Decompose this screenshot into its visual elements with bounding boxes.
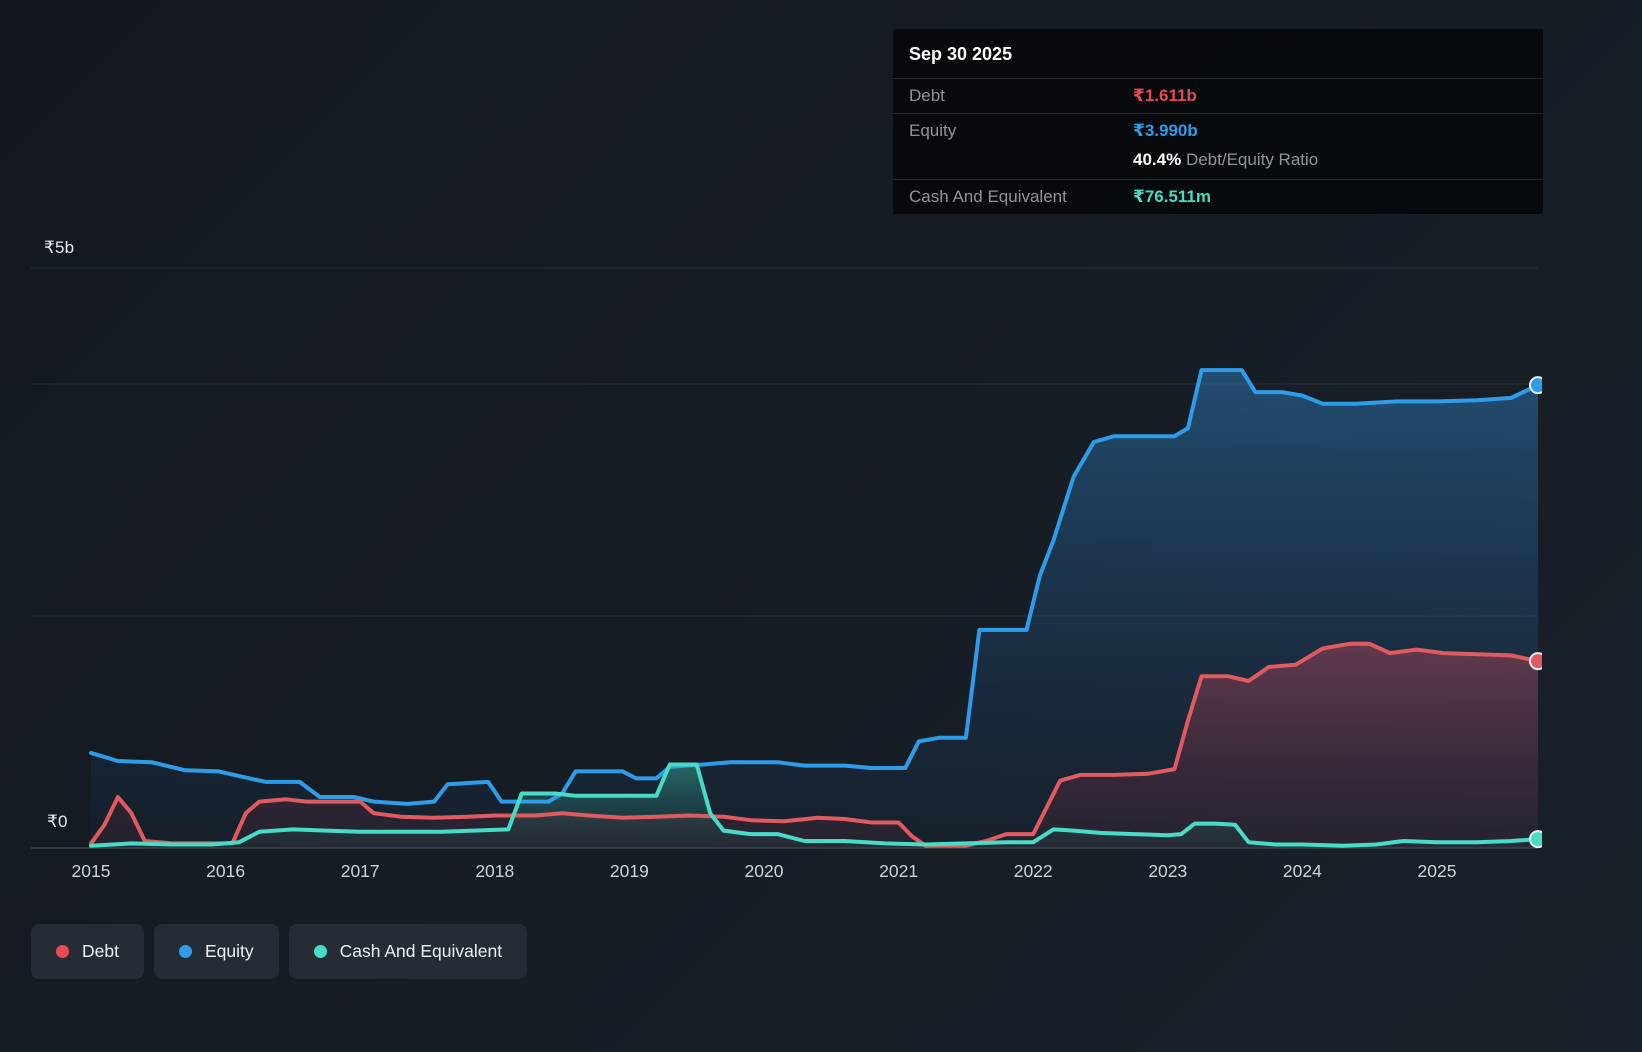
equity-area	[91, 370, 1538, 848]
cash-endpoint-dot	[1528, 830, 1542, 849]
tooltip-cash-value: ₹76.511m	[1133, 187, 1212, 206]
tooltip-ratio-value: 40.4%	[1133, 150, 1182, 169]
legend-item-debt[interactable]: Debt	[31, 924, 144, 979]
x-axis-label: 2016	[206, 861, 245, 881]
tooltip-debt-value: ₹1.611b	[1133, 86, 1197, 105]
debt-area	[91, 643, 1538, 848]
tooltip-equity-label: Equity	[909, 121, 957, 140]
legend-item-equity[interactable]: Equity	[153, 924, 279, 979]
tooltip: Sep 30 2025 Debt ₹1.611b Equity ₹3.990b …	[893, 29, 1543, 214]
legend-debt-label: Debt	[82, 941, 119, 961]
tooltip-row-ratio: 40.4% Debt/Equity Ratio	[893, 148, 1543, 179]
tooltip-ratio-label: Debt/Equity Ratio	[1185, 150, 1319, 169]
x-axis-label: 2025	[1418, 861, 1457, 881]
equity-endpoint-dot	[1528, 376, 1542, 395]
x-axis-label: 2019	[610, 861, 649, 881]
cash-color-dot-icon	[313, 945, 327, 958]
tooltip-row-equity: Equity ₹3.990b	[893, 113, 1543, 148]
legend-cash-label: Cash And Equivalent	[339, 941, 503, 961]
x-axis-label: 2022	[1014, 861, 1053, 881]
equity-color-dot-icon	[178, 945, 192, 958]
tooltip-date: Sep 30 2025	[909, 44, 1013, 64]
x-axis-label: 2021	[879, 861, 918, 881]
debt-color-dot-icon	[56, 945, 69, 958]
legend-equity-label: Equity	[204, 941, 254, 961]
tooltip-row-debt: Debt ₹1.611b	[893, 78, 1543, 113]
endpoint-dots	[1528, 376, 1542, 849]
legend-item-cash[interactable]: Cash And Equivalent	[288, 924, 528, 979]
tooltip-debt-label: Debt	[909, 86, 945, 105]
tooltip-cash-label: Cash And Equivalent	[909, 187, 1067, 206]
debt-endpoint-dot	[1528, 652, 1542, 671]
x-axis-label: 2018	[475, 861, 514, 881]
x-axis-label: 2015	[72, 861, 111, 881]
tooltip-ratio: 40.4% Debt/Equity Ratio	[1133, 150, 1318, 170]
tooltip-equity-value: ₹3.990b	[1133, 121, 1198, 140]
legend: Debt Equity Cash And Equivalent	[31, 924, 528, 979]
tooltip-row-cash: Cash And Equivalent ₹76.511m	[893, 179, 1543, 214]
y-axis-label-5b: ₹5b	[44, 238, 75, 257]
y-axis-label-0: ₹0	[47, 812, 68, 831]
x-axis-label: 2023	[1148, 861, 1187, 881]
equity-line	[89, 368, 1540, 806]
cash-line	[89, 762, 1540, 848]
x-axis-label: 2017	[341, 861, 380, 881]
x-axis-label: 2024	[1283, 861, 1322, 881]
x-axis-label: 2020	[745, 861, 784, 881]
debt-line	[89, 641, 1540, 848]
